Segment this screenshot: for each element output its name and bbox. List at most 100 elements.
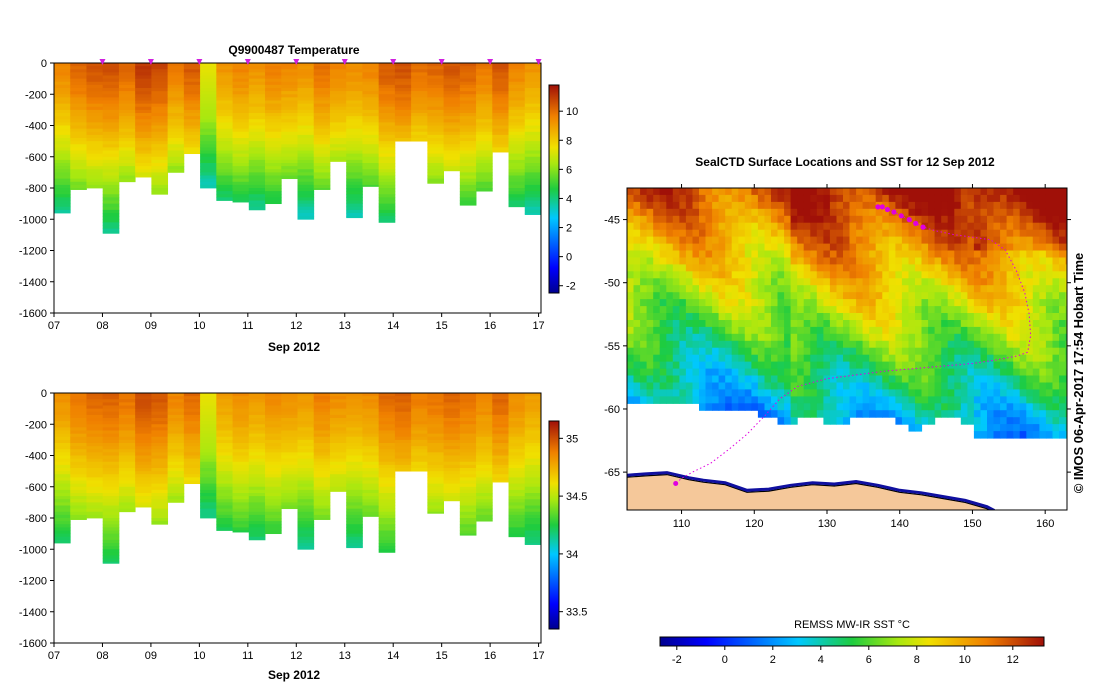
section-cell: [151, 81, 169, 86]
section-cell: [443, 408, 461, 413]
sst-cell: [1000, 361, 1008, 370]
section-cell: [476, 84, 493, 89]
sst-cell: [941, 368, 949, 377]
section-cell: [135, 399, 152, 403]
section-cell: [183, 396, 201, 400]
section-cell: [378, 175, 396, 180]
sst-cell: [875, 333, 883, 342]
sst-cell: [908, 208, 916, 217]
sst-cell: [653, 188, 661, 196]
sst-cell: [692, 313, 700, 321]
sst-cell: [829, 382, 837, 390]
section-cell: [427, 402, 444, 406]
sst-cell: [1045, 194, 1053, 203]
section-cell: [508, 468, 526, 472]
section-cell: [216, 511, 233, 516]
section-cell: [265, 125, 282, 130]
section-cell: [200, 483, 217, 488]
section-cell: [54, 172, 71, 176]
section-cell: [281, 69, 298, 73]
sst-cell: [685, 347, 693, 356]
section-cell: [297, 88, 315, 92]
section-cell: [151, 408, 169, 413]
section-cell: [346, 411, 363, 416]
sst-cell: [764, 271, 772, 279]
section-cell: [232, 452, 250, 456]
sst-cell: [1000, 431, 1008, 439]
sst-cell: [823, 188, 831, 196]
section-cell: [118, 502, 136, 506]
section-cell: [427, 443, 444, 447]
section-cell: [297, 452, 315, 456]
section-cell: [508, 159, 526, 164]
section-cell: [86, 141, 104, 145]
sst-cell: [705, 208, 713, 217]
sst-cell: [751, 285, 759, 293]
sst-cell: [980, 236, 988, 245]
sst-cell: [1052, 306, 1060, 314]
section-cell: [313, 144, 331, 148]
sst-cell: [829, 215, 837, 224]
sst-cell: [797, 333, 805, 342]
y-tick-label: -1400: [19, 277, 47, 289]
sst-cell: [627, 257, 635, 265]
sst-cell: [672, 257, 680, 265]
section-cell: [476, 134, 493, 139]
sst-cell: [960, 354, 968, 363]
sst-cell: [738, 389, 746, 397]
sst-cell: [934, 194, 942, 203]
sst-cell: [712, 313, 720, 321]
sst-cell: [692, 333, 700, 342]
lon-tick-label: 130: [818, 518, 836, 530]
section-cell: [102, 458, 120, 463]
sst-cell: [836, 222, 844, 231]
section-cell: [378, 134, 396, 139]
section-cell: [427, 78, 444, 83]
sst-cell: [731, 375, 739, 383]
sst-cell: [731, 285, 739, 293]
section-cell: [508, 408, 526, 413]
section-cell: [216, 524, 233, 528]
section-cell: [313, 156, 331, 161]
sst-cell: [843, 292, 851, 300]
section-cell: [313, 424, 331, 428]
sst-cell: [784, 382, 792, 390]
section-cell: [102, 194, 120, 198]
sst-cell: [1045, 229, 1053, 238]
sst-cell: [1006, 389, 1014, 397]
sst-cell: [1000, 340, 1008, 349]
sst-cell: [862, 354, 870, 363]
sst-cell: [908, 320, 916, 328]
section-cell: [86, 163, 104, 167]
sst-cell: [960, 188, 968, 196]
section-cell: [524, 72, 542, 76]
sst-cell: [672, 215, 680, 224]
sst-cell: [725, 326, 733, 335]
section-cell: [118, 455, 136, 460]
sst-cell: [790, 417, 798, 425]
section-cell: [86, 103, 104, 108]
sst-cell: [1019, 410, 1027, 418]
sst-cell: [882, 299, 890, 307]
sst-cell: [751, 396, 759, 404]
section-cell: [86, 402, 104, 406]
sst-cell: [679, 354, 687, 363]
section-cell: [378, 141, 396, 145]
seal-track: [673, 204, 1032, 486]
section-cell: [297, 163, 315, 167]
sst-cell: [849, 215, 857, 224]
sst-cell: [901, 417, 909, 425]
section-cell: [313, 430, 331, 435]
sst-cell: [659, 243, 667, 252]
section-cell: [265, 131, 282, 136]
sst-cell: [744, 222, 752, 231]
sst-cell: [888, 375, 896, 383]
section-cell: [167, 468, 185, 472]
sst-cell: [718, 278, 726, 286]
section-cell: [508, 197, 526, 201]
section-cell: [70, 464, 87, 469]
sst-cell: [810, 250, 818, 258]
sst-cell: [1026, 382, 1034, 390]
section-cell: [476, 153, 493, 158]
section-cell: [297, 175, 315, 180]
